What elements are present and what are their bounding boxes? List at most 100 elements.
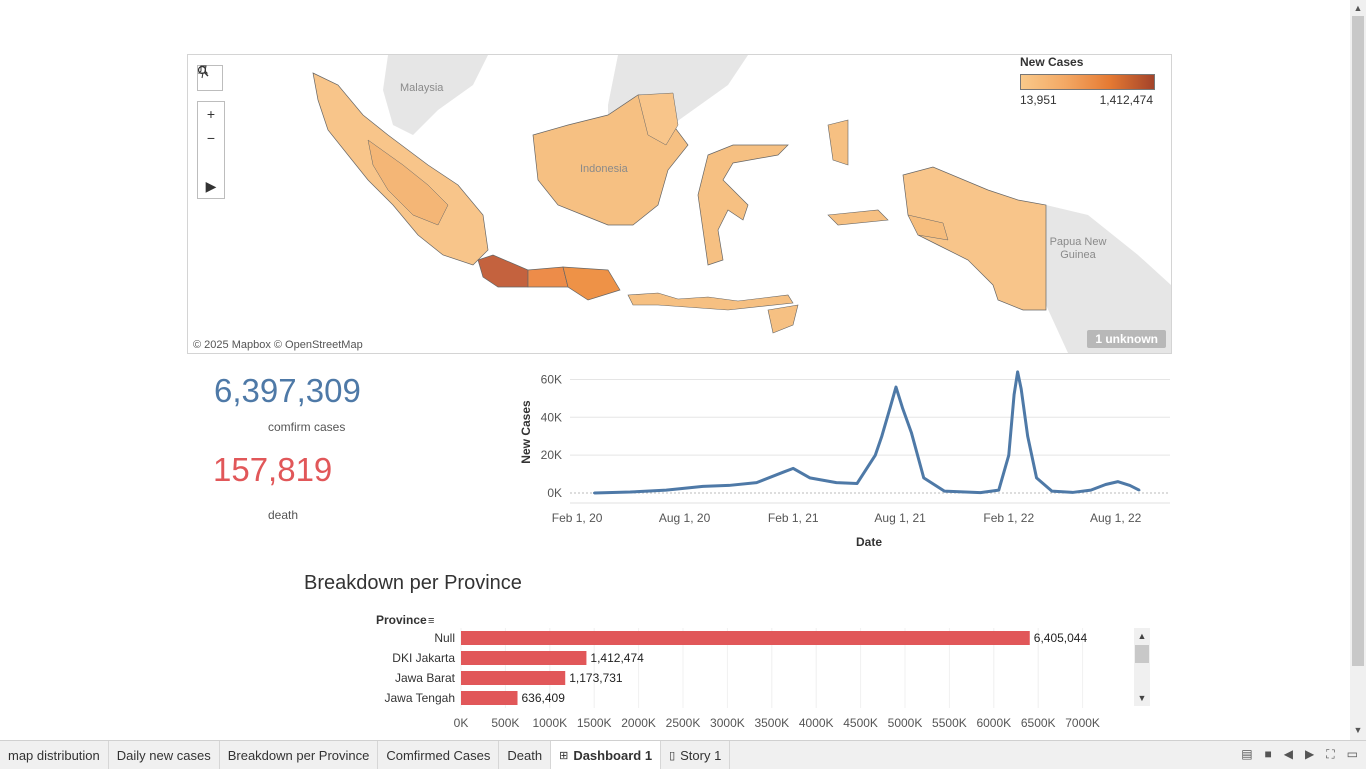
x-tick-label: Aug 1, 21 bbox=[874, 511, 926, 525]
tab-comfirmed-cases[interactable]: Comfirmed Cases bbox=[378, 741, 500, 769]
label-indonesia: Indonesia bbox=[580, 163, 628, 175]
bar[interactable] bbox=[461, 651, 587, 665]
series-point[interactable] bbox=[1128, 484, 1132, 487]
tab-daily-new-cases[interactable]: Daily new cases bbox=[109, 741, 220, 769]
series-point[interactable] bbox=[1138, 488, 1141, 492]
scroll-up-arrow-icon[interactable]: ▲ bbox=[1353, 3, 1363, 13]
bar[interactable] bbox=[461, 691, 518, 705]
label-malaysia: Malaysia bbox=[400, 82, 444, 94]
legend-max: 1,412,474 bbox=[1099, 93, 1153, 107]
series-point[interactable] bbox=[979, 491, 982, 494]
x-tick-label: 3500K bbox=[754, 716, 789, 730]
next-sheet-icon[interactable]: ▶ bbox=[1305, 747, 1315, 761]
bar-scroll-up-icon[interactable]: ▲ bbox=[1137, 631, 1147, 641]
series-point[interactable] bbox=[1104, 483, 1107, 486]
series-point[interactable] bbox=[1007, 453, 1010, 457]
page-scrollbar[interactable]: ▲ ▼ bbox=[1350, 0, 1366, 740]
series-point[interactable] bbox=[1026, 435, 1029, 438]
filmstrip-view-icon[interactable]: ▤ bbox=[1241, 747, 1253, 761]
series-point[interactable] bbox=[1116, 480, 1120, 483]
series-point[interactable] bbox=[1035, 476, 1038, 480]
series-point[interactable] bbox=[880, 435, 884, 438]
y-tick-label: 40K bbox=[541, 410, 562, 424]
series-point[interactable] bbox=[901, 406, 904, 410]
series-point[interactable] bbox=[997, 488, 1000, 492]
scrollbar-thumb[interactable] bbox=[1352, 16, 1364, 666]
pin-icon[interactable] bbox=[197, 65, 224, 174]
series-point[interactable] bbox=[1050, 489, 1054, 493]
map-legend: New Cases 13,951 1,412,474 bbox=[1020, 55, 1160, 107]
tab-controls: ▤ ■ ◀ ▶ ⛶ ▭ bbox=[1241, 747, 1358, 762]
series-point[interactable] bbox=[665, 488, 668, 492]
bar-value-label: 1,412,474 bbox=[590, 651, 644, 665]
series-point[interactable] bbox=[701, 485, 705, 488]
y-axis-title: Province bbox=[376, 613, 427, 627]
series-point[interactable] bbox=[1071, 491, 1074, 494]
daily-new-cases-chart[interactable]: 0K 20K 40K 60K Feb 1, 20 Aug 1, 20 Feb 1, 21 Au… bbox=[512, 360, 1172, 555]
series-point[interactable] bbox=[888, 406, 892, 410]
series-point[interactable] bbox=[792, 467, 795, 470]
tab-death[interactable]: Death bbox=[499, 741, 552, 769]
series-point[interactable] bbox=[835, 481, 838, 484]
tab-map-distribution[interactable]: map distribution bbox=[0, 741, 109, 769]
series-point[interactable] bbox=[808, 476, 811, 480]
series-point[interactable] bbox=[781, 470, 785, 474]
x-tick-label: 4000K bbox=[799, 716, 834, 730]
expand-arrow-icon[interactable]: ▶ bbox=[198, 174, 224, 198]
series-point[interactable] bbox=[1019, 387, 1023, 391]
series-point[interactable] bbox=[593, 491, 596, 495]
tab-label: Dashboard 1 bbox=[573, 747, 653, 763]
bar-value-label: 1,173,731 bbox=[569, 671, 623, 685]
series-point[interactable] bbox=[855, 482, 859, 485]
series-point[interactable] bbox=[629, 490, 632, 494]
tab-label: Death bbox=[507, 747, 543, 763]
zoom-out-icon[interactable]: − bbox=[198, 126, 224, 150]
category-label[interactable]: Jawa Barat bbox=[395, 671, 456, 685]
bar[interactable] bbox=[461, 671, 566, 685]
tab-story-1[interactable]: ▯ Story 1 bbox=[661, 741, 731, 769]
tab-breakdown-per-province[interactable]: Breakdown per Province bbox=[220, 741, 379, 769]
x-tick-label: Feb 1, 22 bbox=[983, 511, 1034, 525]
series-point[interactable] bbox=[894, 385, 898, 389]
x-tick-label: 5500K bbox=[932, 716, 967, 730]
x-tick-label: 1000K bbox=[532, 716, 567, 730]
series-point[interactable] bbox=[1012, 393, 1016, 396]
zoom-in-icon[interactable]: + bbox=[198, 102, 224, 126]
dashboard-icon: ⊞ bbox=[559, 749, 569, 762]
x-tick-label: 500K bbox=[491, 716, 519, 730]
category-label[interactable]: DKI Jakarta bbox=[392, 651, 455, 665]
series-point[interactable] bbox=[910, 431, 913, 434]
series-point[interactable] bbox=[922, 476, 925, 480]
map-canvas bbox=[312, 55, 1171, 353]
tab-label: Story 1 bbox=[680, 747, 722, 763]
bar-chart-scrollbar[interactable]: ▲ ▼ bbox=[1134, 628, 1150, 706]
tabs-view-icon[interactable]: ■ bbox=[1264, 747, 1272, 761]
series-point[interactable] bbox=[1089, 488, 1093, 492]
tab-dashboard-1[interactable]: ⊞ Dashboard 1 bbox=[551, 741, 662, 769]
scroll-down-arrow-icon[interactable]: ▼ bbox=[1353, 725, 1363, 735]
bar[interactable] bbox=[461, 631, 1030, 645]
map-credit[interactable]: © 2025 Mapbox © OpenStreetMap bbox=[193, 339, 363, 351]
series-point[interactable] bbox=[1016, 370, 1019, 374]
bar-scroll-down-icon[interactable]: ▼ bbox=[1137, 693, 1147, 703]
category-label[interactable]: Jawa Tengah bbox=[385, 691, 456, 705]
y-axis-title: New Cases bbox=[519, 400, 533, 464]
sort-icon[interactable]: ≡ bbox=[428, 615, 434, 627]
death-value: 157,819 bbox=[213, 451, 333, 488]
series-point[interactable] bbox=[943, 489, 946, 493]
bar-value-label: 6,405,044 bbox=[1034, 631, 1088, 645]
series-point[interactable] bbox=[874, 453, 877, 457]
previous-sheet-icon[interactable]: ◀ bbox=[1283, 747, 1294, 761]
unknown-badge[interactable]: 1 unknown bbox=[1087, 330, 1166, 348]
province-bar-chart[interactable]: 0K 500K 1000K 1500K 2000K 2500K 3000K 3500K 4000… bbox=[370, 608, 1160, 738]
bar-scroll-thumb[interactable] bbox=[1135, 645, 1149, 663]
series-line[interactable] bbox=[594, 370, 1140, 495]
presentation-icon[interactable]: ▭ bbox=[1346, 747, 1358, 761]
y-tick-label: 60K bbox=[541, 372, 562, 386]
series-point[interactable] bbox=[727, 484, 731, 487]
category-label[interactable]: Null bbox=[434, 631, 455, 645]
fullscreen-icon[interactable]: ⛶ bbox=[1326, 747, 1335, 761]
x-tick-label: 5000K bbox=[888, 716, 923, 730]
indonesia-map[interactable]: Malaysia Indonesia Papua New Guinea + − … bbox=[187, 54, 1172, 354]
series-point[interactable] bbox=[755, 481, 758, 484]
